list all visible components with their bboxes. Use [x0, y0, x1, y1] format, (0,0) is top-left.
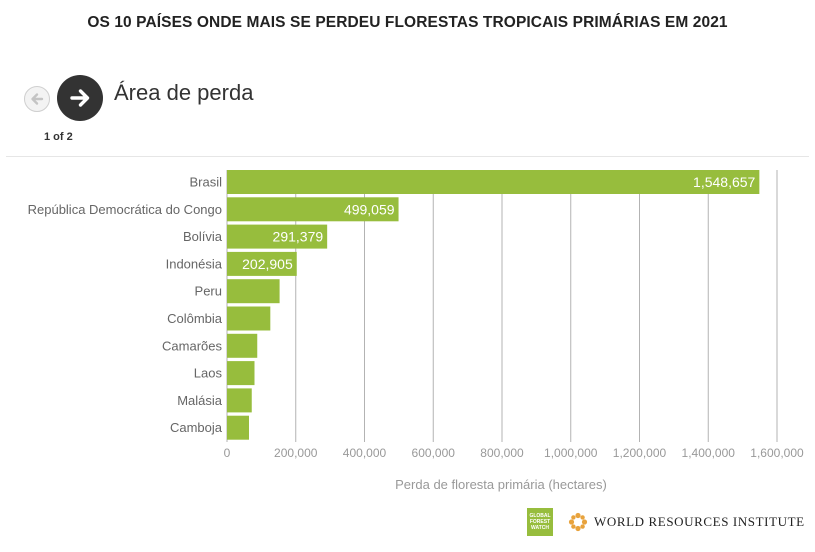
data-label: 291,379	[273, 229, 324, 245]
category-label: Peru	[195, 284, 222, 299]
global-forest-watch-logo[interactable]: GLOBAL FOREST WATCH	[527, 508, 553, 536]
arrow-right-icon	[70, 89, 90, 107]
category-label: Laos	[194, 366, 223, 381]
bar	[227, 415, 249, 440]
x-tick-label: 600,000	[412, 446, 456, 460]
arrow-left-icon	[31, 93, 44, 105]
x-tick-label: 0	[224, 446, 231, 460]
bar	[227, 279, 280, 304]
bar	[227, 197, 399, 222]
category-label: Colômbia	[167, 311, 223, 326]
bar	[227, 388, 252, 413]
x-tick-label: 400,000	[343, 446, 387, 460]
category-label: Indonésia	[166, 256, 223, 271]
x-tick-label: 1,000,000	[544, 446, 598, 460]
x-tick-label: 200,000	[274, 446, 318, 460]
category-label: Camarões	[162, 338, 222, 353]
data-label: 1,548,657	[693, 174, 755, 190]
bar	[227, 251, 297, 276]
pager-indicator: 1 of 2	[44, 131, 73, 143]
previous-button[interactable]	[24, 86, 50, 112]
category-label: Bolívia	[183, 229, 223, 244]
bar	[227, 361, 255, 386]
x-tick-label: 1,600,000	[750, 446, 804, 460]
data-label: 499,059	[344, 201, 395, 217]
bar	[227, 224, 328, 249]
next-button[interactable]	[57, 75, 103, 121]
wri-label: WORLD RESOURCES INSTITUTE	[594, 514, 805, 529]
gfw-logo-text: GLOBAL FOREST WATCH	[529, 513, 551, 531]
bar	[227, 333, 258, 358]
category-label: Malásia	[177, 393, 223, 408]
category-label: República Democrática do Congo	[28, 202, 222, 217]
data-label: 202,905	[242, 256, 293, 272]
chart-title: OS 10 PAÍSES ONDE MAIS SE PERDEU FLOREST…	[87, 14, 728, 31]
x-tick-label: 800,000	[480, 446, 524, 460]
wri-logo[interactable]: WORLD RESOURCES INSTITUTE	[568, 512, 805, 532]
wri-flower-icon	[568, 512, 588, 532]
x-tick-label: 1,200,000	[613, 446, 667, 460]
x-axis-label: Perda de floresta primária (hectares)	[395, 477, 607, 492]
bar	[227, 170, 760, 194]
category-label: Camboja	[170, 420, 223, 435]
divider	[6, 156, 809, 157]
bar	[227, 306, 271, 331]
section-title: Área de perda	[114, 80, 254, 105]
category-label: Brasil	[189, 175, 222, 190]
x-tick-label: 1,400,000	[682, 446, 736, 460]
